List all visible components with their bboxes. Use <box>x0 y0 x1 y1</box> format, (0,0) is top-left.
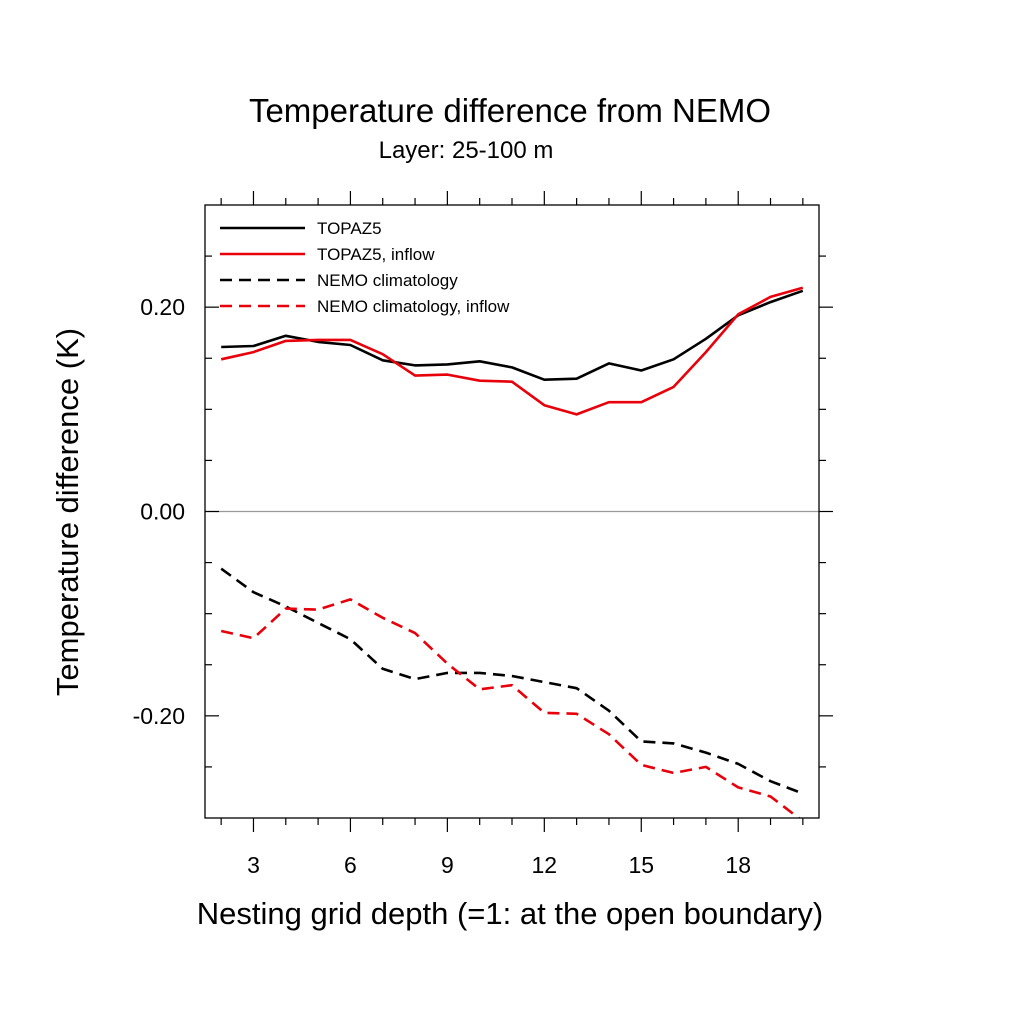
x-tick-label: 18 <box>725 852 751 878</box>
series-line-3 <box>220 567 804 795</box>
series-line-4 <box>220 598 801 818</box>
x-tick-label: 9 <box>441 852 454 878</box>
x-axis-label: Nesting grid depth (=1: at the open boun… <box>197 896 823 931</box>
x-tick-label: 6 <box>344 852 357 878</box>
x-tick-label: 3 <box>247 852 260 878</box>
chart-title: Temperature difference from NEMO <box>249 92 771 129</box>
y-tick-label: -0.20 <box>133 703 185 729</box>
series-layer <box>220 286 804 818</box>
legend-label-3: NEMO climatology <box>317 271 458 290</box>
series-line-1 <box>221 289 804 382</box>
x-axis-ticks: 3 6 9 12 15 18 <box>220 191 804 878</box>
legend-label-2: TOPAZ5, inflow <box>317 245 435 264</box>
legend: TOPAZ5 TOPAZ5, inflow NEMO climatology NEMO… <box>220 219 510 316</box>
series-line-2 <box>220 286 804 416</box>
x-tick-label: 15 <box>628 852 654 878</box>
y-tick-label: 0.00 <box>140 499 185 525</box>
y-tick-label: 0.20 <box>140 294 185 320</box>
x-tick-label: 12 <box>532 852 558 878</box>
y-axis-label: Temperature difference (K) <box>50 328 85 696</box>
y-axis-ticks: -0.20 0.00 0.20 <box>133 255 833 768</box>
chart-subtitle: Layer: 25-100 m <box>379 137 554 164</box>
legend-label-1: TOPAZ5 <box>317 219 382 238</box>
legend-label-4: NEMO climatology, inflow <box>317 297 510 316</box>
